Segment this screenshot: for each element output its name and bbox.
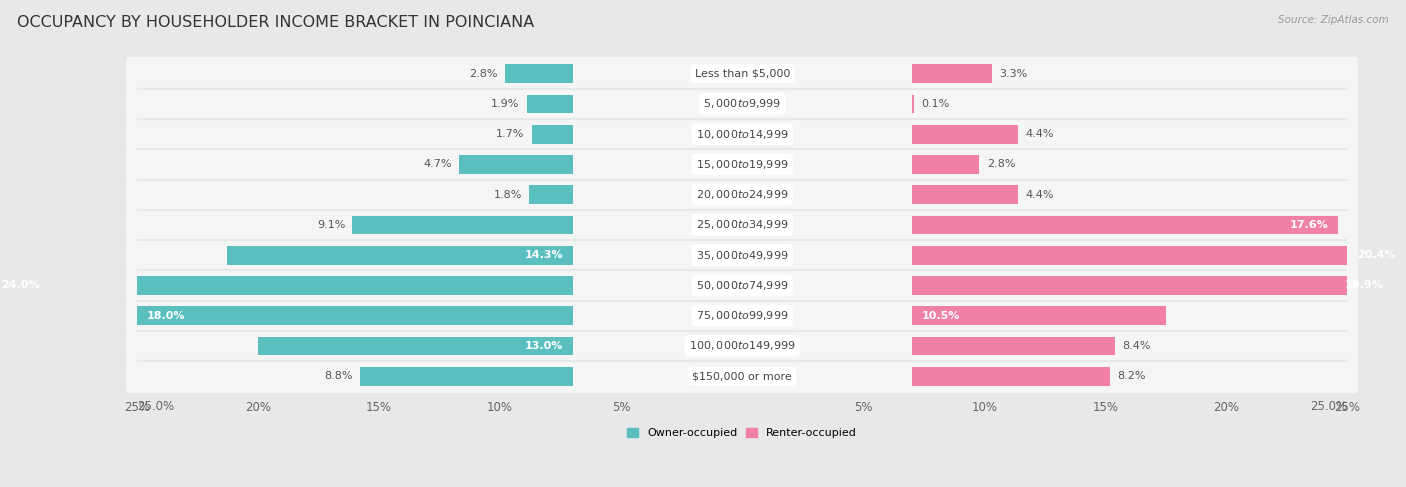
Bar <box>911 216 1337 234</box>
Text: 18.0%: 18.0% <box>146 311 186 320</box>
Text: Source: ZipAtlas.com: Source: ZipAtlas.com <box>1278 15 1389 25</box>
FancyBboxPatch shape <box>127 208 1358 242</box>
Text: 8.4%: 8.4% <box>1122 341 1150 351</box>
FancyBboxPatch shape <box>127 299 1358 333</box>
Bar <box>360 367 572 386</box>
Bar <box>505 64 572 83</box>
Bar <box>458 155 572 174</box>
Text: 20.4%: 20.4% <box>1357 250 1396 260</box>
Text: 8.2%: 8.2% <box>1118 371 1146 381</box>
Bar <box>911 185 1018 204</box>
Bar <box>911 125 1018 144</box>
Bar <box>911 246 1406 264</box>
Text: Less than $5,000: Less than $5,000 <box>695 69 790 78</box>
Text: 14.3%: 14.3% <box>524 250 562 260</box>
Text: 2.8%: 2.8% <box>470 69 498 78</box>
Text: 13.0%: 13.0% <box>524 341 562 351</box>
FancyBboxPatch shape <box>127 56 1358 91</box>
Text: OCCUPANCY BY HOUSEHOLDER INCOME BRACKET IN POINCIANA: OCCUPANCY BY HOUSEHOLDER INCOME BRACKET … <box>17 15 534 30</box>
Text: 8.8%: 8.8% <box>323 371 353 381</box>
Bar <box>136 306 572 325</box>
Text: 0.1%: 0.1% <box>921 99 949 109</box>
Text: 9.1%: 9.1% <box>316 220 346 230</box>
Text: 24.0%: 24.0% <box>1 281 41 290</box>
FancyBboxPatch shape <box>127 359 1358 393</box>
Text: $20,000 to $24,999: $20,000 to $24,999 <box>696 188 789 201</box>
Text: $15,000 to $19,999: $15,000 to $19,999 <box>696 158 789 171</box>
Text: 1.7%: 1.7% <box>496 129 524 139</box>
Text: 10.5%: 10.5% <box>921 311 960 320</box>
Bar <box>529 185 572 204</box>
Text: $50,000 to $74,999: $50,000 to $74,999 <box>696 279 789 292</box>
Text: $25,000 to $34,999: $25,000 to $34,999 <box>696 218 789 231</box>
Text: 1.9%: 1.9% <box>491 99 520 109</box>
Text: 4.4%: 4.4% <box>1025 189 1054 200</box>
FancyBboxPatch shape <box>127 87 1358 121</box>
Text: 4.7%: 4.7% <box>423 159 451 169</box>
Text: 25.0%: 25.0% <box>1310 400 1347 413</box>
Text: 3.3%: 3.3% <box>998 69 1026 78</box>
Text: 25.0%: 25.0% <box>136 400 174 413</box>
Bar <box>0 276 572 295</box>
FancyBboxPatch shape <box>127 329 1358 363</box>
Bar <box>527 94 572 113</box>
FancyBboxPatch shape <box>127 268 1358 302</box>
Legend: Owner-occupied, Renter-occupied: Owner-occupied, Renter-occupied <box>627 428 858 438</box>
Text: $150,000 or more: $150,000 or more <box>692 371 792 381</box>
Bar <box>911 155 980 174</box>
Text: $35,000 to $49,999: $35,000 to $49,999 <box>696 249 789 262</box>
Bar <box>911 64 991 83</box>
Bar <box>911 337 1115 356</box>
Text: 17.6%: 17.6% <box>1289 220 1329 230</box>
Text: $100,000 to $149,999: $100,000 to $149,999 <box>689 339 796 353</box>
FancyBboxPatch shape <box>127 148 1358 181</box>
Text: 19.9%: 19.9% <box>1346 281 1384 290</box>
Text: 2.8%: 2.8% <box>987 159 1015 169</box>
Text: $10,000 to $14,999: $10,000 to $14,999 <box>696 128 789 141</box>
Bar <box>911 367 1111 386</box>
Bar <box>911 94 914 113</box>
Bar <box>259 337 572 356</box>
Bar <box>911 306 1166 325</box>
FancyBboxPatch shape <box>127 117 1358 151</box>
Text: $5,000 to $9,999: $5,000 to $9,999 <box>703 97 782 111</box>
Bar <box>353 216 572 234</box>
FancyBboxPatch shape <box>127 238 1358 272</box>
Bar <box>531 125 572 144</box>
Bar <box>911 276 1393 295</box>
FancyBboxPatch shape <box>127 178 1358 211</box>
Text: 4.4%: 4.4% <box>1025 129 1054 139</box>
Text: 1.8%: 1.8% <box>494 189 522 200</box>
Bar <box>226 246 572 264</box>
Text: $75,000 to $99,999: $75,000 to $99,999 <box>696 309 789 322</box>
